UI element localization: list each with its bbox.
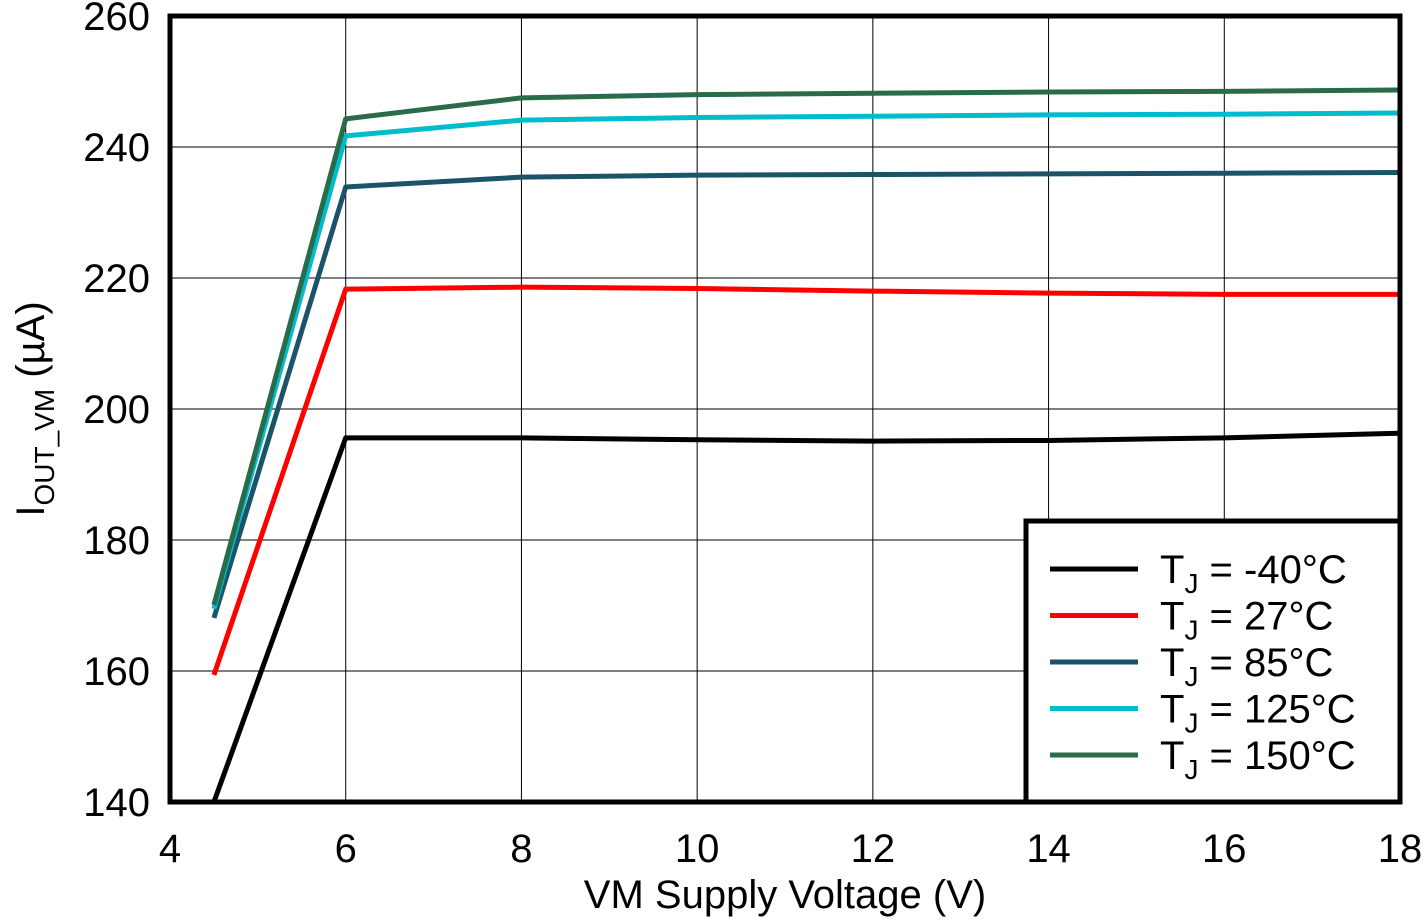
series-line — [211, 284, 1400, 676]
series-lines — [211, 87, 1401, 803]
series-line — [211, 110, 1401, 610]
x-tick-label: 6 — [335, 827, 357, 871]
y-tick-labels: 140 160 180 200 220 240 260 — [83, 0, 150, 825]
y-tick-label: 200 — [83, 388, 150, 432]
y-tick-label: 220 — [83, 257, 150, 301]
x-tick-label: 8 — [510, 827, 532, 871]
series-line — [211, 87, 1401, 606]
legend-label: TJ = 125°C — [1160, 688, 1356, 739]
legend-label: TJ = 85°C — [1160, 641, 1333, 692]
x-tick-labels: 4 6 8 10 12 14 16 18 — [159, 827, 1422, 871]
y-tick-label: 240 — [83, 126, 150, 170]
y-tick-label: 160 — [83, 650, 150, 694]
legend-label: TJ = 27°C — [1160, 595, 1333, 646]
x-tick-label: 4 — [159, 827, 181, 871]
series-line — [211, 170, 1401, 619]
x-tick-label: 16 — [1202, 827, 1247, 871]
legend: TJ = -40°CTJ = 27°CTJ = 85°CTJ = 125°CTJ… — [1023, 518, 1403, 805]
plot-frame — [167, 13, 1403, 805]
grid — [169, 15, 1401, 803]
x-axis-label: VM Supply Voltage (V) — [584, 873, 986, 917]
x-tick-label: 14 — [1026, 827, 1071, 871]
y-tick-label: 180 — [83, 519, 150, 563]
x-tick-label: 12 — [851, 827, 896, 871]
y-tick-label: 140 — [83, 781, 150, 825]
y-tick-label: 260 — [83, 0, 150, 39]
legend-label: TJ = -40°C — [1160, 548, 1347, 599]
x-tick-label: 10 — [675, 827, 720, 871]
y-axis-label: IOUT_VM (µA) — [9, 301, 60, 516]
legend-label: TJ = 150°C — [1160, 734, 1356, 785]
series-line — [211, 430, 1401, 803]
x-tick-label: 18 — [1378, 827, 1423, 871]
